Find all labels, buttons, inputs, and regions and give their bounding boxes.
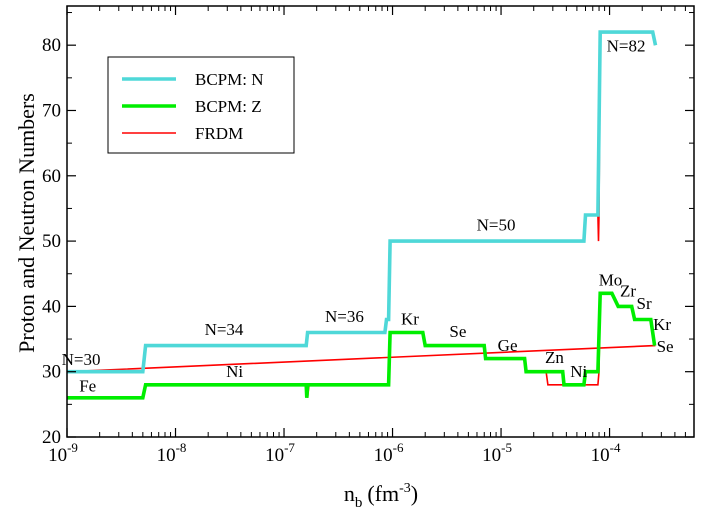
series-bcpm-n — [67, 30, 658, 374]
x-axis-title-base: n — [344, 481, 355, 506]
x-axis-title-sub: b — [355, 495, 363, 511]
x-axis-title-sup: -3 — [399, 481, 411, 496]
annotation-8: Se — [449, 322, 466, 341]
x-tick-label: 10-9 — [48, 440, 78, 466]
y-tick-label: 80 — [42, 35, 61, 56]
annotation-1: N=34 — [205, 320, 244, 339]
tick-layer: 20 30 40 50 60 70 80 10-9 10-8 10-7 10-6 10-5 10-4 — [42, 6, 694, 466]
legend-label: BCPM: N — [195, 70, 264, 89]
legend-label: BCPM: Z — [195, 97, 262, 116]
x-tick-label: 10-7 — [265, 440, 295, 466]
x-tick-label: 10-4 — [591, 440, 621, 466]
legend-label: FRDM — [195, 124, 243, 143]
annotation-6: Ni — [226, 362, 243, 381]
x-axis-title-unit: (fm — [367, 481, 399, 506]
annotation-3: N=50 — [477, 216, 516, 235]
y-tick-label: 70 — [42, 100, 61, 121]
series-layer — [66, 30, 658, 400]
annotation-11: Ni — [570, 362, 587, 381]
annotation-2: N=36 — [325, 307, 364, 326]
annotation-10: Zn — [545, 348, 564, 367]
plot-frame — [66, 5, 695, 438]
annotation-13: Zr — [620, 282, 636, 301]
x-tick-label: 10-8 — [157, 440, 187, 466]
y-tick-label: 40 — [42, 296, 61, 317]
annotation-15: Kr — [653, 315, 671, 334]
x-tick-label: 10-5 — [482, 440, 512, 466]
annotation-4: N=82 — [607, 37, 646, 56]
annotation-9: Ge — [498, 336, 518, 355]
x-tick-label: 10-6 — [374, 440, 404, 466]
x-axis-title: nb (fm-3) — [344, 481, 418, 511]
annotation-7: Kr — [401, 310, 419, 329]
annotation-0: N=30 — [62, 350, 101, 369]
y-axis-title: Proton and Neutron Numbers — [14, 93, 39, 353]
annotation-5: Fe — [79, 376, 96, 395]
y-tick-label: 60 — [42, 166, 61, 187]
series-bcpm-z — [67, 291, 657, 400]
y-tick-label: 30 — [42, 362, 61, 383]
y-tick-label: 50 — [42, 231, 61, 252]
annotation-16: Se — [657, 337, 674, 356]
legend: BCPM: N BCPM: Z FRDM — [107, 56, 295, 154]
annotation-12: Mo — [599, 271, 623, 290]
x-axis-title-close: ) — [411, 481, 418, 506]
annotation-layer: N=30 N=34 N=36 N=50 N=82 Fe Ni Kr Se Ge Zn Ni MoZrSr… — [62, 37, 674, 396]
annotation-14: Sr — [637, 294, 652, 313]
y-tick-label: 20 — [42, 427, 61, 448]
